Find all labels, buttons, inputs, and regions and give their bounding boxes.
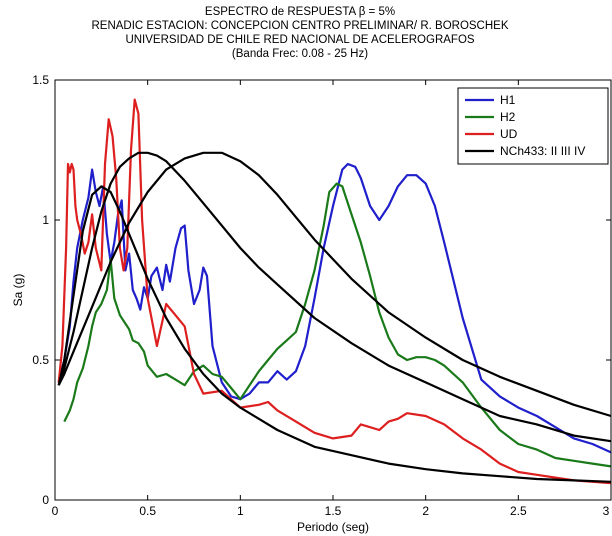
x-tick-label: 3 — [603, 504, 610, 518]
y-tick-label: 1 — [42, 213, 49, 227]
x-tick-label: 1 — [237, 504, 244, 518]
x-axis-label: Periodo (seg) — [297, 520, 369, 534]
legend-label-2: UD — [500, 127, 518, 141]
x-tick-label: 2 — [422, 504, 429, 518]
series-line-2 — [57, 98, 612, 485]
chart-title-line-2: RENADIC ESTACION: CONCEPCION CENTRO PREL… — [91, 20, 509, 32]
series-line-4 — [57, 151, 612, 443]
y-axis-label: Sa (g) — [11, 274, 25, 307]
x-tick-label: 1.5 — [325, 504, 342, 518]
chart-title-line-4: (Banda Frec: 0.08 - 25 Hz) — [231, 48, 369, 60]
legend-label-0: H1 — [500, 93, 516, 107]
chart-title-line-1: ESPECTRO de RESPUESTA β = 5% — [204, 6, 396, 18]
x-tick-label: 2.5 — [510, 504, 527, 518]
y-tick-label: 1.5 — [32, 73, 49, 87]
series-line-3 — [57, 185, 612, 483]
series-line-5 — [57, 151, 612, 418]
series-line-0 — [57, 162, 612, 454]
legend-label-3: NCh433: II III IV — [500, 144, 585, 158]
y-tick-label: 0 — [42, 493, 49, 507]
y-tick-label: 0.5 — [32, 353, 49, 367]
legend: H1 H2 UD NCh433: II III IV — [457, 87, 609, 165]
x-tick-label: 0 — [52, 504, 59, 518]
chart-title-line-3: UNIVERSIDAD DE CHILE RED NACIONAL DE ACE… — [125, 34, 475, 46]
x-tick-label: 0.5 — [139, 504, 156, 518]
plot-frame — [54, 79, 612, 501]
legend-label-1: H2 — [500, 110, 516, 124]
series-line-1 — [63, 182, 612, 468]
